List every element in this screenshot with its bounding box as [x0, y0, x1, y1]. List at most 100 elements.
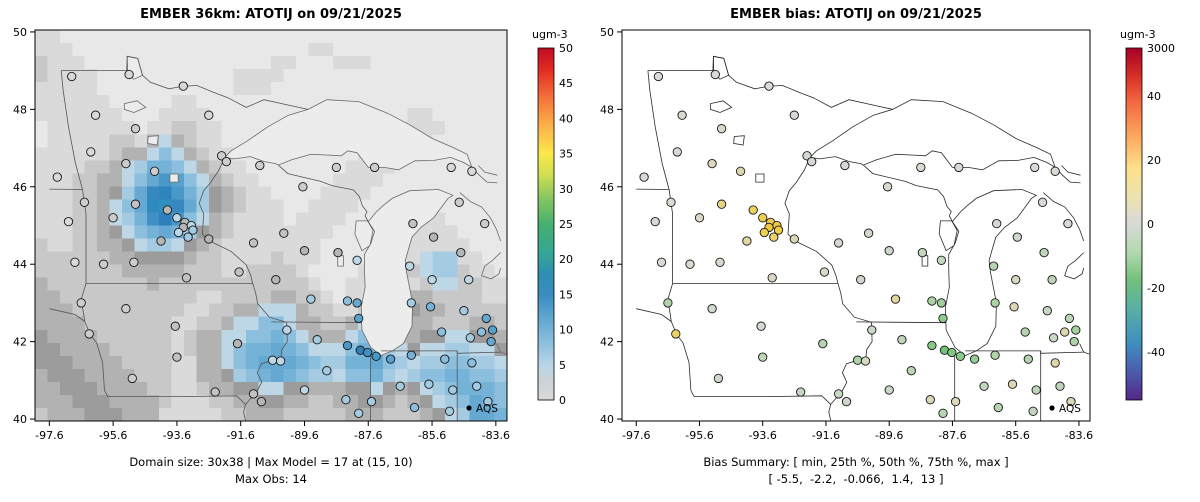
station-point — [52, 172, 62, 182]
station-point — [369, 162, 380, 173]
station-point — [456, 247, 466, 258]
station-point — [716, 124, 727, 134]
station-point — [322, 366, 332, 376]
y-tick-label: 44 — [13, 258, 27, 271]
left-panel-title: EMBER 36km: ATOTIJ on 09/21/2025 — [140, 7, 402, 22]
station-point — [653, 71, 664, 82]
station-point — [464, 275, 474, 285]
station-point — [767, 273, 777, 283]
station-point — [121, 158, 131, 169]
colorbar-tick-label: 5 — [559, 359, 566, 372]
station-point — [476, 327, 487, 337]
station-point — [748, 205, 758, 215]
station-point — [425, 302, 436, 312]
colorbar: ugm-3 0 5 10 15 20 25 30 35 40 45 50 — [532, 28, 573, 407]
left-caption-line1: Domain size: 30x38 | Max Model = 17 at (… — [129, 455, 413, 469]
station-point — [98, 259, 109, 269]
station-point — [789, 110, 799, 120]
station-point — [1060, 327, 1070, 337]
station-point — [1064, 313, 1075, 324]
station-point — [448, 385, 458, 395]
station-point — [1039, 247, 1049, 258]
station-point — [852, 355, 863, 365]
station-point — [483, 396, 493, 407]
station-point — [897, 335, 907, 345]
station-point — [127, 373, 137, 384]
station-point — [938, 408, 948, 418]
station-point — [248, 238, 259, 248]
station-point — [454, 197, 464, 207]
station-point — [863, 228, 874, 238]
station-point — [1023, 354, 1033, 364]
station-point — [481, 313, 491, 324]
station-point — [371, 351, 381, 361]
station-point — [672, 147, 682, 157]
y-tick-label: 42 — [13, 336, 27, 349]
colorbar-tick-label: 45 — [559, 77, 573, 90]
station-point — [130, 124, 141, 134]
x-tick-label: -97.6 — [35, 429, 63, 442]
station-point — [906, 366, 916, 376]
axes: -97.6 -95.6 -93.6 -91.6 -89.6 -87.6 -85.6 -83.6… — [13, 26, 510, 442]
lakes-layer — [710, 55, 1090, 357]
colorbar: ugm-3 -40 -20 0 20 40 3000 — [1120, 28, 1175, 401]
colorbar-top-label: 3000 — [1147, 42, 1175, 55]
station-point — [742, 236, 752, 246]
aqs-legend-label: AQS — [1059, 403, 1081, 415]
right-caption-line2: [ -5.5, -2.2, -0.066, 1.4, 13 ] — [768, 472, 944, 486]
x-tick-label: -89.6 — [875, 429, 903, 442]
bias-map-layer — [622, 30, 1090, 421]
station-point — [63, 216, 74, 227]
colorbar-tick-label: 20 — [1147, 154, 1161, 167]
station-point — [221, 156, 232, 167]
station-point — [1031, 385, 1041, 395]
station-point — [656, 257, 667, 267]
station-point — [1011, 275, 1021, 285]
station-point — [409, 402, 420, 413]
station-point — [1009, 302, 1019, 312]
aqs-legend-label: AQS — [476, 403, 498, 415]
station-point — [758, 213, 768, 223]
station-point — [1055, 381, 1065, 391]
station-point — [298, 182, 308, 192]
x-tick-label: -93.6 — [748, 429, 776, 442]
colorbar-tick-label: 0 — [559, 394, 566, 407]
station-point — [183, 232, 193, 242]
y-tick-label: 46 — [600, 181, 614, 194]
station-point — [173, 227, 184, 238]
station-point — [796, 387, 806, 397]
station-point — [773, 225, 784, 235]
station-point — [188, 225, 198, 235]
lakes-layer — [123, 55, 507, 357]
x-tick-label: -85.6 — [1001, 429, 1029, 442]
station-point — [204, 110, 214, 120]
station-point — [436, 327, 447, 337]
right-caption-line1: Bias Summary: [ min, 25th %, 50th %, 75t… — [703, 455, 1009, 469]
plot-frame — [621, 29, 1091, 422]
station-point — [1028, 406, 1038, 416]
station-point — [950, 396, 961, 407]
station-point — [149, 166, 160, 176]
station-point — [108, 213, 118, 223]
station-point — [841, 396, 852, 407]
x-tick-label: -93.6 — [163, 429, 191, 442]
station-point — [405, 261, 415, 271]
x-tick-label: -85.6 — [418, 429, 446, 442]
station-point — [406, 298, 416, 308]
station-point — [694, 213, 705, 223]
station-point — [916, 162, 926, 173]
x-tick-label: -97.6 — [622, 429, 650, 442]
station-point — [819, 267, 830, 277]
station-point — [424, 379, 434, 389]
station-point — [938, 313, 948, 324]
aqs-legend: AQS — [1049, 403, 1081, 415]
y-tick-label: 44 — [600, 258, 614, 271]
station-point — [248, 389, 259, 399]
station-point — [234, 267, 244, 277]
station-point — [666, 197, 676, 207]
station-point — [992, 218, 1002, 229]
colorbar-tick-label: 40 — [1147, 90, 1161, 103]
station-point — [178, 81, 188, 91]
station-point — [955, 351, 966, 361]
right-panel-title: EMBER bias: ATOTIJ on 09/21/2025 — [730, 7, 982, 22]
